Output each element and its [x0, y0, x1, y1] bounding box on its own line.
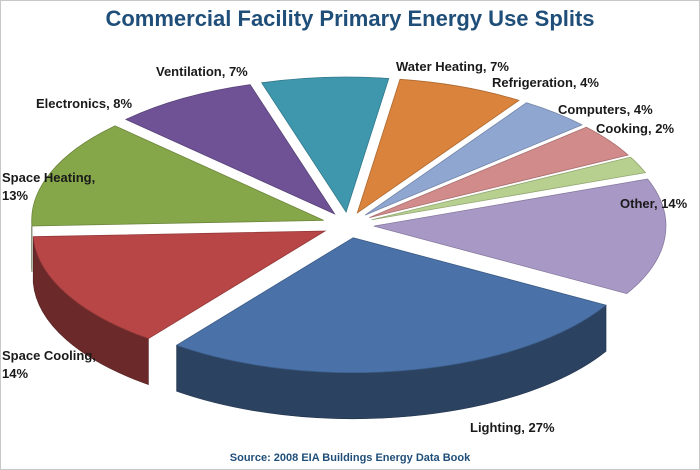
pie-labels: Lighting, 27% Space Cooling, 14% Space Heat…	[2, 59, 688, 435]
slice-label-lighting: Lighting, 27%	[470, 420, 555, 435]
slice-label-space-cooling: Space Cooling, 14%	[2, 348, 96, 381]
slice-computers	[369, 126, 629, 218]
slice-space-cooling	[32, 230, 327, 339]
slice-ventilation	[261, 76, 390, 213]
slice-label-cooking: Cooking, 2%	[596, 121, 674, 136]
slice-lighting	[175, 237, 607, 374]
slice-label-computers: Computers, 4%	[558, 102, 653, 117]
slice-electronics	[124, 84, 336, 215]
slice-water-heating	[356, 78, 520, 214]
slice-other	[373, 178, 667, 295]
slice-label-space-heating: Space Heating, 13%	[2, 170, 95, 203]
slice-label-ventilation: Ventilation, 7%	[156, 64, 248, 79]
slice-cooking	[371, 156, 647, 221]
chart-title: Commercial Facility Primary Energy Use S…	[105, 6, 595, 31]
slice-label-electronics: Electronics, 8%	[36, 96, 133, 111]
slice-label-water-heating: Water Heating, 7%	[396, 59, 509, 74]
slice-label-refrigeration: Refrigeration, 4%	[492, 75, 599, 90]
chart-source: Source: 2008 EIA Buildings Energy Data B…	[229, 452, 471, 464]
pie-tops	[31, 76, 667, 374]
slice-space-heating	[31, 125, 324, 227]
slice-refrigeration	[364, 102, 583, 216]
slice-label-other: Other, 14%	[620, 196, 688, 211]
